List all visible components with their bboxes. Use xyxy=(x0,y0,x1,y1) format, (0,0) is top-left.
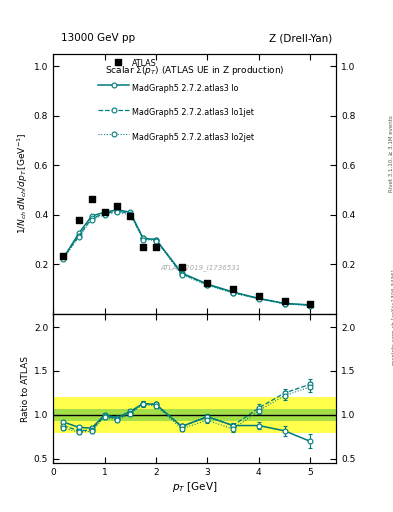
Point xyxy=(307,300,314,308)
Point xyxy=(204,279,211,287)
X-axis label: $p_T$ [GeV]: $p_T$ [GeV] xyxy=(172,480,217,494)
Point xyxy=(114,202,121,210)
Point xyxy=(60,251,66,260)
Text: mcplots.cern.ch [arXiv:1306.3436]: mcplots.cern.ch [arXiv:1306.3436] xyxy=(392,270,393,365)
Point xyxy=(62,70,68,78)
Y-axis label: Ratio to ATLAS: Ratio to ATLAS xyxy=(21,356,29,421)
Point xyxy=(153,243,159,251)
Text: Rivet 3.1.10, ≥ 3.1M events: Rivet 3.1.10, ≥ 3.1M events xyxy=(388,115,393,192)
Point xyxy=(230,285,236,293)
Text: MadGraph5 2.7.2.atlas3 lo2jet: MadGraph5 2.7.2.atlas3 lo2jet xyxy=(132,133,254,142)
Text: MadGraph5 2.7.2.atlas3 lo1jet: MadGraph5 2.7.2.atlas3 lo1jet xyxy=(132,109,254,117)
Text: ATLAS_2019_I1736531: ATLAS_2019_I1736531 xyxy=(161,265,241,271)
Point xyxy=(256,292,262,301)
Point xyxy=(140,243,146,251)
Text: ATLAS: ATLAS xyxy=(132,59,157,68)
Text: MadGraph5 2.7.2.atlas3 lo: MadGraph5 2.7.2.atlas3 lo xyxy=(132,83,239,93)
Point xyxy=(178,263,185,271)
Text: 13000 GeV pp: 13000 GeV pp xyxy=(61,33,135,44)
Point xyxy=(88,195,95,203)
Point xyxy=(127,212,133,220)
Point xyxy=(101,208,108,217)
Point xyxy=(281,297,288,306)
Point xyxy=(75,216,82,224)
Text: Scalar $\Sigma(p_T)$ (ATLAS UE in Z production): Scalar $\Sigma(p_T)$ (ATLAS UE in Z prod… xyxy=(105,64,284,77)
Y-axis label: $1/N_{ch}\,dN_{ch}/dp_T\,[\mathrm{GeV}^{-1}]$: $1/N_{ch}\,dN_{ch}/dp_T\,[\mathrm{GeV}^{… xyxy=(15,133,29,234)
Text: Z (Drell-Yan): Z (Drell-Yan) xyxy=(269,33,332,44)
